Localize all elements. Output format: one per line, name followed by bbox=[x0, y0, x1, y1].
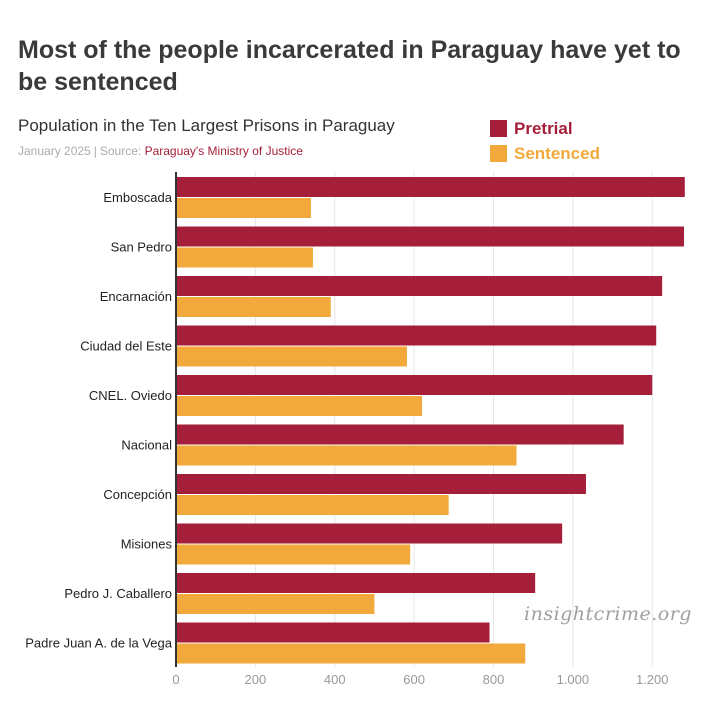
legend-label-sentenced: Sentenced bbox=[514, 143, 600, 163]
x-tick-label-0: 0 bbox=[172, 672, 179, 687]
bar-pretrial-padre-juan-a-de-la-vega bbox=[176, 622, 490, 643]
bar-sentenced-padre-juan-a-de-la-vega bbox=[176, 643, 526, 664]
chart-headline: Most of the people incarcerated in Parag… bbox=[18, 36, 681, 96]
bar-pretrial-nacional bbox=[176, 424, 624, 445]
bar-pretrial-misiones bbox=[176, 523, 563, 544]
category-label-encarnacion: Encarnación bbox=[100, 289, 172, 304]
legend-label-pretrial: Pretrial bbox=[514, 118, 573, 138]
bar-pretrial-cnel-oviedo bbox=[176, 375, 653, 395]
source-link[interactable]: Paraguay's Ministry of Justice bbox=[144, 144, 303, 158]
source-line: January 2025 | Source: Paraguay's Ministry… bbox=[18, 144, 303, 158]
bar-sentenced-ciudad-del-este bbox=[176, 346, 407, 367]
bar-sentenced-emboscada bbox=[176, 198, 311, 218]
x-tick-label-200: 200 bbox=[245, 672, 267, 687]
bar-pretrial-emboscada bbox=[176, 177, 685, 197]
chart-legend: Pretrial Sentenced bbox=[490, 116, 600, 166]
bar-pretrial-concepcion bbox=[176, 474, 586, 494]
bar-sentenced-nacional bbox=[176, 445, 517, 466]
bar-sentenced-san-pedro bbox=[176, 247, 313, 268]
x-tick-label-1000: 1.000 bbox=[557, 672, 590, 687]
bar-sentenced-cnel-oviedo bbox=[176, 396, 423, 416]
x-tick-label-800: 800 bbox=[483, 672, 505, 687]
bar-sentenced-concepcion bbox=[176, 495, 449, 515]
category-label-emboscada: Emboscada bbox=[103, 190, 172, 205]
bar-sentenced-encarnacion bbox=[176, 297, 331, 317]
bar-pretrial-pedro-j-caballero bbox=[176, 573, 536, 593]
bar-pretrial-encarnacion bbox=[176, 276, 663, 296]
category-label-concepcion: Concepción bbox=[103, 487, 172, 502]
legend-swatch-sentenced bbox=[490, 145, 507, 162]
x-tick-label-400: 400 bbox=[324, 672, 346, 687]
source-separator: | bbox=[93, 144, 97, 158]
legend-item-sentenced[interactable]: Sentenced bbox=[490, 141, 600, 166]
bar-sentenced-misiones bbox=[176, 544, 411, 565]
bar-pretrial-ciudad-del-este bbox=[176, 325, 657, 346]
watermark-logo: insightcrime.org bbox=[524, 603, 692, 625]
x-tick-label-1200: 1.200 bbox=[636, 672, 669, 687]
category-label-ciudad-del-este: Ciudad del Este bbox=[80, 339, 172, 354]
legend-item-pretrial[interactable]: Pretrial bbox=[490, 116, 600, 141]
category-label-misiones: Misiones bbox=[121, 537, 173, 552]
chart-subtitle: Population in the Ten Largest Prisons in… bbox=[18, 116, 395, 135]
category-label-pedro-j-caballero: Pedro J. Caballero bbox=[64, 586, 172, 601]
category-label-san-pedro: San Pedro bbox=[111, 240, 172, 255]
category-label-nacional: Nacional bbox=[121, 438, 172, 453]
x-tick-label-600: 600 bbox=[403, 672, 425, 687]
source-prefix: Source: bbox=[99, 144, 142, 158]
bar-sentenced-pedro-j-caballero bbox=[176, 594, 375, 614]
category-label-cnel-oviedo: CNEL. Oviedo bbox=[89, 388, 172, 403]
source-date: January 2025 bbox=[18, 144, 91, 158]
bar-pretrial-san-pedro bbox=[176, 226, 684, 247]
category-label-padre-juan-a-de-la-vega: Padre Juan A. de la Vega bbox=[25, 636, 172, 651]
legend-swatch-pretrial bbox=[490, 120, 507, 137]
